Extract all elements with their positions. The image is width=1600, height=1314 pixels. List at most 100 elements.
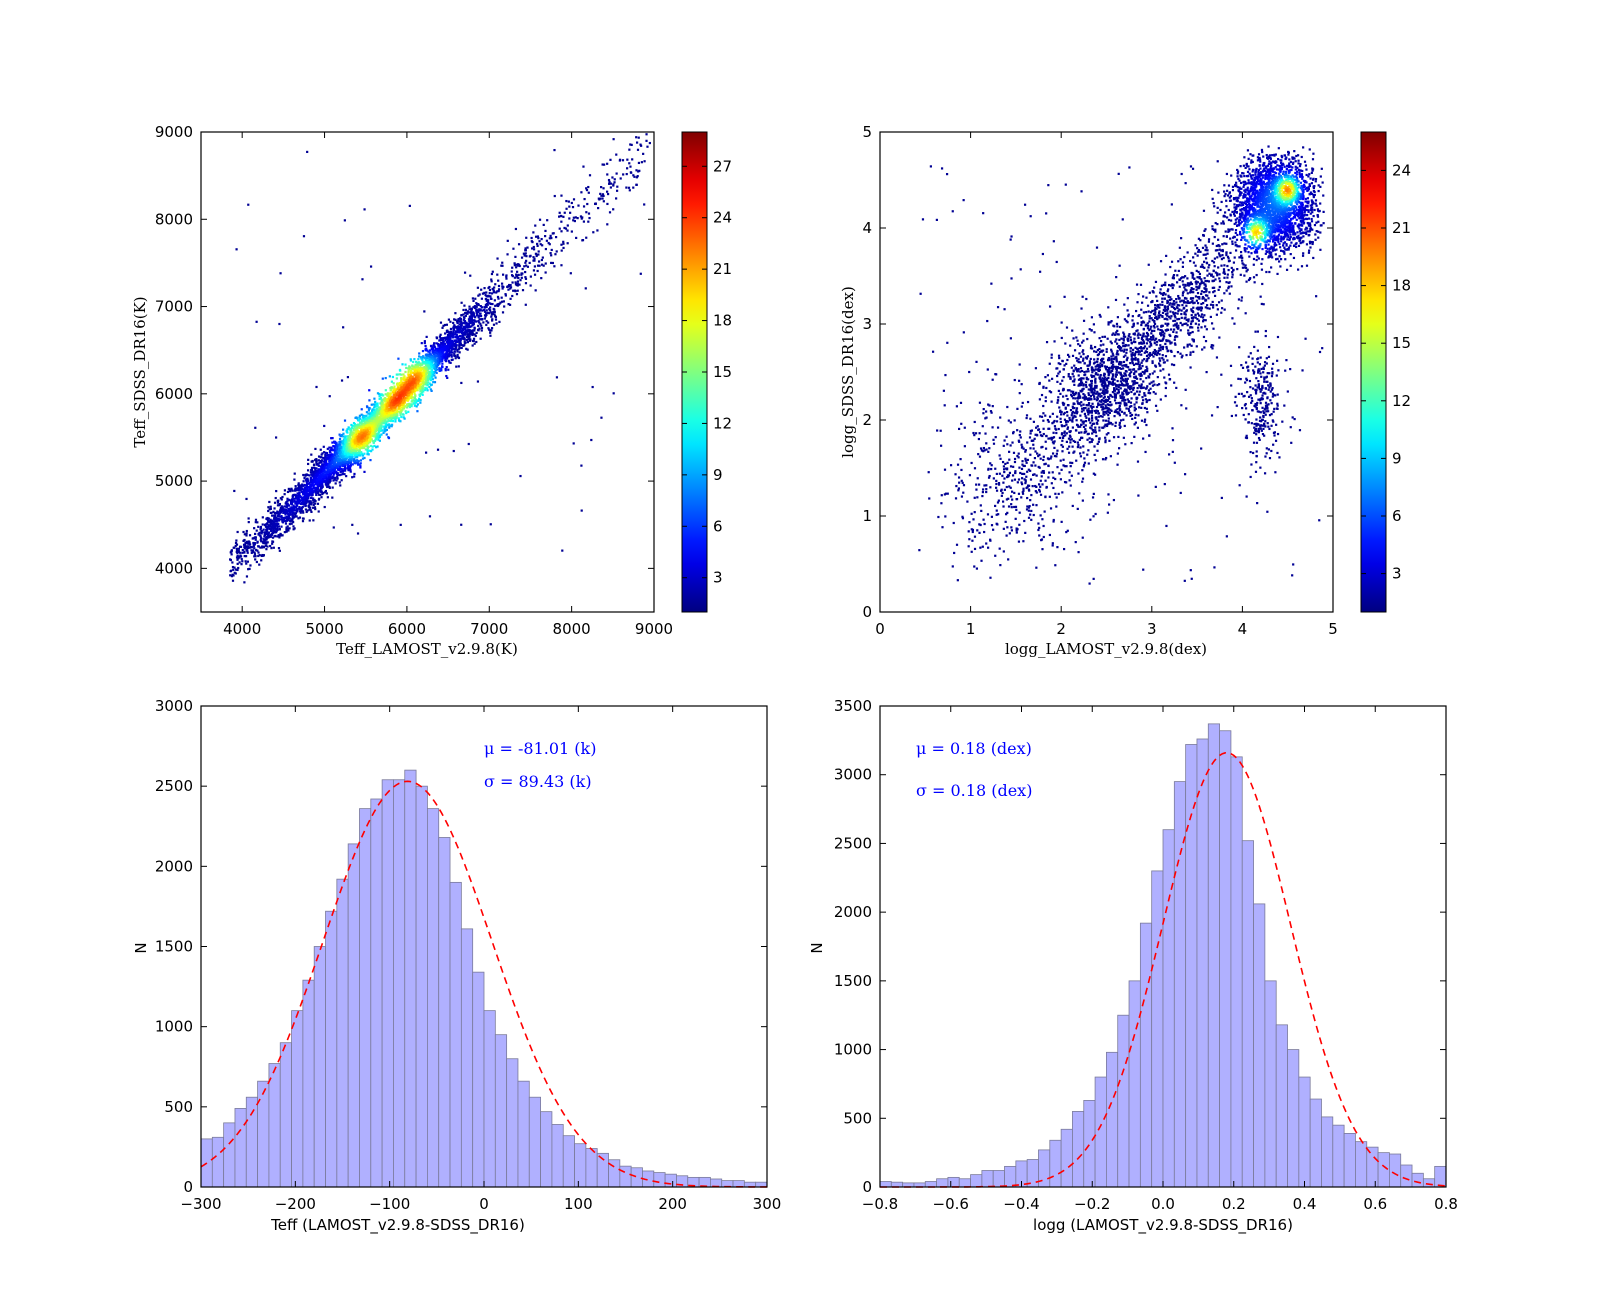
data-point: [321, 452, 324, 455]
data-point: [246, 560, 250, 563]
data-point: [397, 401, 400, 404]
data-point: [409, 376, 413, 379]
data-point: [480, 288, 483, 291]
data-point: [313, 486, 317, 489]
data-point: [483, 291, 486, 294]
data-point: [596, 229, 599, 232]
data-point: [247, 517, 250, 520]
data-point: [339, 484, 342, 487]
data-point: [373, 426, 376, 429]
data-point: [271, 514, 274, 517]
data-point: [336, 473, 340, 476]
data-point: [422, 362, 426, 365]
data-point: [325, 466, 328, 469]
data-point: [475, 308, 478, 311]
data-point: [449, 327, 453, 331]
data-point: [298, 510, 301, 513]
data-point: [548, 243, 551, 246]
data-point: [329, 475, 332, 478]
data-point: [424, 358, 428, 361]
data-point: [421, 386, 424, 389]
data-point: [513, 262, 516, 265]
data-point: [431, 360, 434, 363]
data-point: [500, 300, 504, 303]
data-point: [319, 478, 322, 481]
data-point: [435, 350, 438, 353]
data-point: [342, 446, 345, 449]
data-point: [626, 167, 629, 170]
data-point: [414, 398, 417, 401]
data-point: [374, 400, 377, 403]
data-point: [234, 572, 237, 575]
data-point: [474, 334, 477, 337]
data-point: [344, 435, 347, 439]
data-point: [358, 463, 361, 466]
data-point: [348, 469, 351, 472]
data-point: [302, 484, 305, 487]
data-point: [234, 544, 237, 548]
data-point: [401, 401, 405, 404]
data-point: [364, 427, 367, 430]
data-point: [366, 453, 369, 456]
data-point: [274, 496, 277, 500]
data-point: [327, 481, 330, 484]
data-point: [315, 473, 318, 476]
data-point: [327, 483, 330, 486]
data-point: [404, 397, 407, 400]
data-point: [407, 398, 410, 401]
data-point: [417, 386, 420, 389]
data-point: [403, 381, 406, 385]
data-point: [269, 528, 273, 531]
data-point: [471, 314, 474, 317]
data-point: [398, 419, 401, 422]
data-point: [477, 303, 480, 306]
data-point: [339, 441, 343, 444]
data-point: [511, 275, 514, 278]
data-point: [301, 483, 304, 486]
data-point: [483, 287, 486, 290]
data-point: [601, 193, 605, 196]
data-point: [462, 316, 466, 319]
data-point: [250, 551, 253, 554]
data-point: [602, 187, 605, 190]
data-point: [388, 375, 391, 378]
data-point: [497, 288, 501, 291]
data-point: [435, 359, 438, 362]
data-point: [480, 297, 483, 300]
data-point: [365, 445, 368, 448]
data-point: [395, 394, 398, 397]
data-point: [290, 513, 293, 516]
data-point: [235, 556, 239, 559]
data-point: [384, 389, 387, 392]
data-point: [305, 478, 308, 482]
data-point: [341, 450, 344, 453]
data-point: [455, 320, 459, 323]
data-point: [321, 492, 324, 496]
data-point: [424, 357, 427, 360]
data-point: [374, 424, 377, 427]
data-point: [414, 367, 417, 370]
data-point: [361, 442, 364, 446]
data-point: [524, 249, 527, 252]
data-point: [475, 331, 478, 335]
data-point: [537, 237, 540, 240]
data-point: [381, 410, 384, 413]
data-point: [259, 546, 262, 549]
data-point: [343, 448, 346, 451]
data-point: [373, 444, 376, 448]
data-point: [494, 304, 497, 307]
data-point: [447, 359, 450, 362]
data-point: [547, 241, 550, 245]
data-point: [405, 406, 409, 409]
data-point: [460, 320, 463, 324]
data-point: [262, 538, 265, 541]
data-point: [380, 426, 383, 429]
data-point: [309, 500, 312, 503]
data-point: [462, 308, 465, 312]
data-point: [405, 385, 408, 388]
data-point: [483, 317, 487, 320]
data-point: [501, 261, 504, 264]
data-point: [392, 414, 395, 417]
data-point: [356, 456, 359, 459]
data-point: [401, 388, 405, 391]
